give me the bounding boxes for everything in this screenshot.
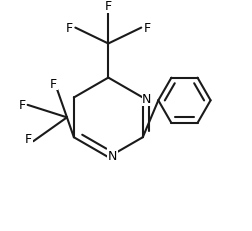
Text: F: F <box>18 99 25 112</box>
Text: F: F <box>66 22 73 35</box>
Text: N: N <box>107 149 117 162</box>
Text: F: F <box>50 77 57 90</box>
Text: N: N <box>142 93 151 106</box>
Text: F: F <box>143 22 150 35</box>
Text: F: F <box>104 0 111 13</box>
Text: F: F <box>25 133 32 146</box>
